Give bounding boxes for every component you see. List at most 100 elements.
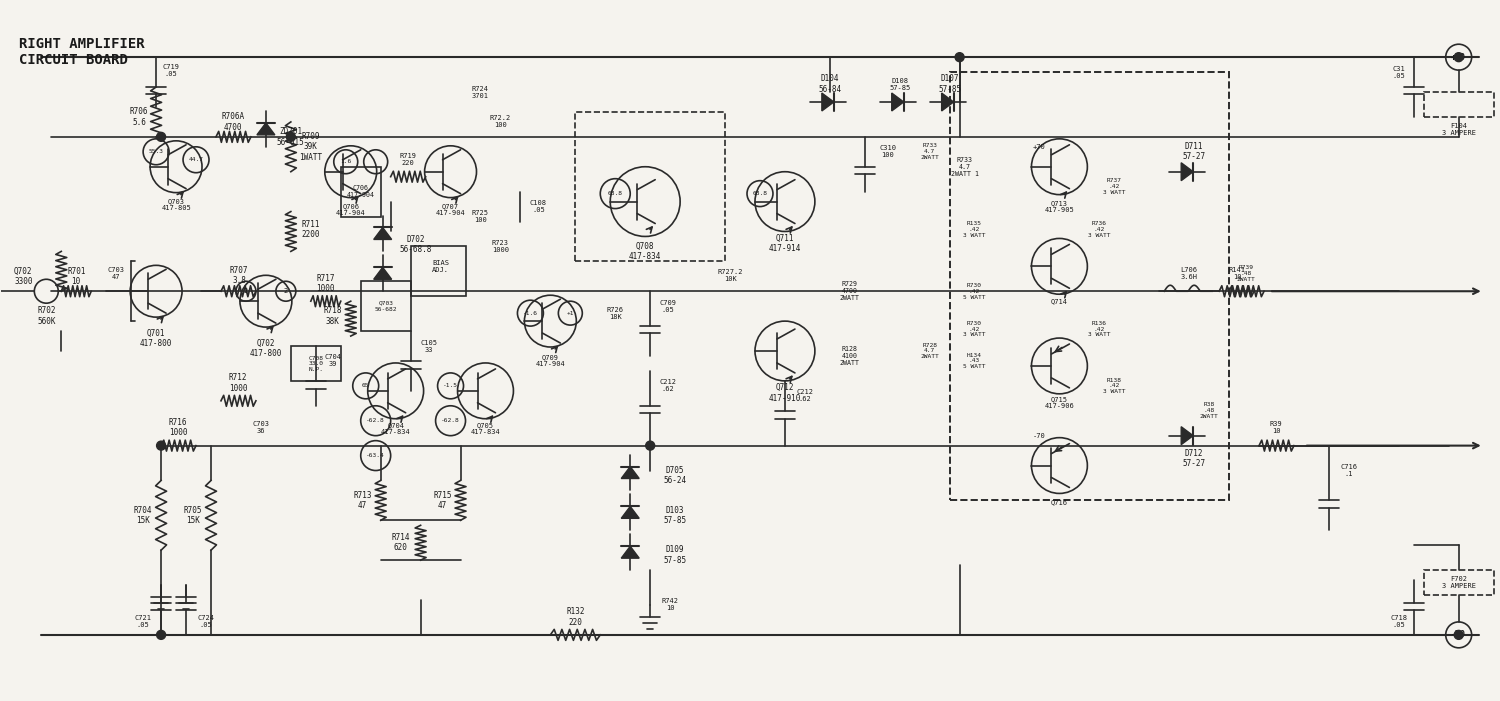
Text: R730
.42
3 WATT: R730 .42 3 WATT (963, 321, 986, 337)
Text: R702
560K: R702 560K (38, 306, 56, 326)
Text: Q703
417-805: Q703 417-805 (160, 198, 190, 211)
Text: L706
3.6H: L706 3.6H (1180, 267, 1197, 280)
Text: Q711
417-914: Q711 417-914 (768, 233, 801, 253)
Text: R706A
4700: R706A 4700 (222, 112, 245, 132)
Text: R712
1000: R712 1000 (228, 373, 248, 393)
Text: C706
417-904: C706 417-904 (346, 185, 375, 198)
Text: R39
10: R39 10 (1269, 421, 1282, 434)
Text: R705
15K: R705 15K (184, 505, 202, 525)
Text: Q703
56-682: Q703 56-682 (375, 301, 398, 311)
Text: C108
.05: C108 .05 (530, 200, 548, 213)
Text: -70: -70 (1450, 630, 1466, 639)
Text: -63.4: -63.4 (366, 453, 386, 458)
Text: ZD701
56-615: ZD701 56-615 (278, 127, 304, 147)
Text: Q704
417-834: Q704 417-834 (381, 422, 411, 435)
Text: Q713
417-905: Q713 417-905 (1044, 200, 1074, 213)
Text: R736
.42
3 WATT: R736 .42 3 WATT (1088, 222, 1110, 238)
Text: C105
33: C105 33 (420, 339, 436, 353)
Text: C721
.05: C721 .05 (135, 615, 152, 628)
Text: C704
39: C704 39 (324, 355, 342, 367)
Text: R706
5.6: R706 5.6 (130, 107, 148, 127)
Bar (1424, 570, 1494, 595)
Text: -70: -70 (1034, 433, 1046, 439)
Text: +1: +1 (567, 311, 574, 315)
Text: C31
.05: C31 .05 (1392, 66, 1406, 79)
Text: C718
.05: C718 .05 (1390, 615, 1407, 628)
Text: R728
4.7
2WATT: R728 4.7 2WATT (921, 343, 939, 360)
Text: R136
.42
3 WATT: R136 .42 3 WATT (1088, 321, 1110, 337)
Circle shape (286, 132, 296, 142)
Text: Q712
417-910: Q712 417-910 (768, 383, 801, 402)
Bar (340, 167, 381, 217)
Text: R727.2
10K: R727.2 10K (717, 268, 742, 282)
Text: Q701
417-800: Q701 417-800 (140, 329, 172, 348)
Text: RIGHT AMPLIFIER
CIRCUIT BOARD: RIGHT AMPLIFIER CIRCUIT BOARD (20, 37, 146, 67)
Text: D104
56-84: D104 56-84 (819, 74, 842, 94)
Text: C310
100: C310 100 (879, 145, 896, 158)
Text: C212
.62: C212 .62 (796, 389, 813, 402)
Text: D109
57-85: D109 57-85 (663, 545, 687, 565)
Circle shape (956, 53, 964, 62)
Text: R714
620: R714 620 (392, 533, 410, 552)
Text: R725
100: R725 100 (472, 210, 489, 223)
Text: BIAS
ADJ.: BIAS ADJ. (432, 260, 448, 273)
Polygon shape (621, 546, 639, 558)
Text: C708
33.0
N.P.: C708 33.0 N.P. (309, 355, 324, 372)
Polygon shape (942, 93, 954, 111)
Text: R704
15K: R704 15K (134, 505, 153, 525)
Text: R141
10: R141 10 (1228, 267, 1245, 280)
Text: +70: +70 (1450, 53, 1466, 62)
Text: 68.8: 68.8 (608, 191, 622, 196)
Polygon shape (891, 93, 903, 111)
Text: 55.3: 55.3 (148, 149, 164, 154)
Text: Q702
3300: Q702 3300 (13, 266, 33, 286)
Text: R726
18K: R726 18K (606, 306, 624, 320)
Text: R711
2200: R711 2200 (302, 220, 320, 239)
Text: R713
47: R713 47 (354, 491, 372, 510)
Text: F104
3 AMPERE: F104 3 AMPERE (1442, 123, 1476, 137)
Text: C719
.05: C719 .05 (162, 64, 180, 76)
Text: R723
1000: R723 1000 (492, 240, 508, 253)
Text: Q716: Q716 (1052, 499, 1068, 505)
Text: D705
56-24: D705 56-24 (663, 465, 687, 485)
Text: R724
3701: R724 3701 (472, 86, 489, 99)
Circle shape (156, 132, 165, 142)
Text: 2: 2 (244, 288, 248, 294)
Text: Q714: Q714 (1052, 298, 1068, 304)
Text: F702
3 AMPERE: F702 3 AMPERE (1442, 576, 1476, 589)
Text: R733
4.7
2WATT: R733 4.7 2WATT (921, 144, 939, 160)
Circle shape (156, 441, 165, 450)
Bar (411, 247, 465, 297)
Text: D108
57-85: D108 57-85 (890, 78, 910, 90)
Text: R737
.42
3 WATT: R737 .42 3 WATT (1102, 178, 1125, 195)
Text: C716
.1: C716 .1 (1341, 464, 1358, 477)
Text: 44.7: 44.7 (189, 157, 204, 162)
Text: Q707
417-904: Q707 417-904 (435, 203, 465, 216)
Text: R730
.42
5 WATT: R730 .42 5 WATT (963, 283, 986, 299)
Text: Q706
417-904: Q706 417-904 (336, 203, 366, 216)
Bar (1424, 92, 1494, 117)
Text: R132
220: R132 220 (566, 607, 585, 627)
Text: R709
39K
1WATT: R709 39K 1WATT (300, 132, 322, 162)
Text: 68.8: 68.8 (753, 191, 768, 196)
Bar (360, 281, 411, 331)
Text: R138
.42
3 WATT: R138 .42 3 WATT (1102, 378, 1125, 394)
Text: 2: 2 (284, 288, 288, 294)
Text: R729
4700
2WATT: R729 4700 2WATT (840, 281, 860, 301)
Text: D103
57-85: D103 57-85 (663, 505, 687, 525)
Text: C724
.05: C724 .05 (198, 615, 214, 628)
Polygon shape (374, 228, 392, 240)
Text: R716
1000: R716 1000 (170, 418, 188, 437)
Circle shape (1454, 53, 1462, 62)
Text: C703
47: C703 47 (108, 267, 124, 280)
Text: Q709
417-904: Q709 417-904 (536, 355, 566, 367)
Text: +70: +70 (1034, 144, 1046, 150)
Text: R701
10: R701 10 (68, 266, 86, 286)
Text: Q708
417-834: Q708 417-834 (628, 242, 662, 261)
Polygon shape (822, 93, 834, 111)
Text: R717
1000: R717 1000 (316, 273, 334, 293)
Text: -1.5: -1.5 (442, 383, 458, 388)
Text: R742
10: R742 10 (662, 599, 678, 611)
Text: D107
57-85: D107 57-85 (938, 74, 962, 94)
Text: D711
57-27: D711 57-27 (1182, 142, 1206, 161)
